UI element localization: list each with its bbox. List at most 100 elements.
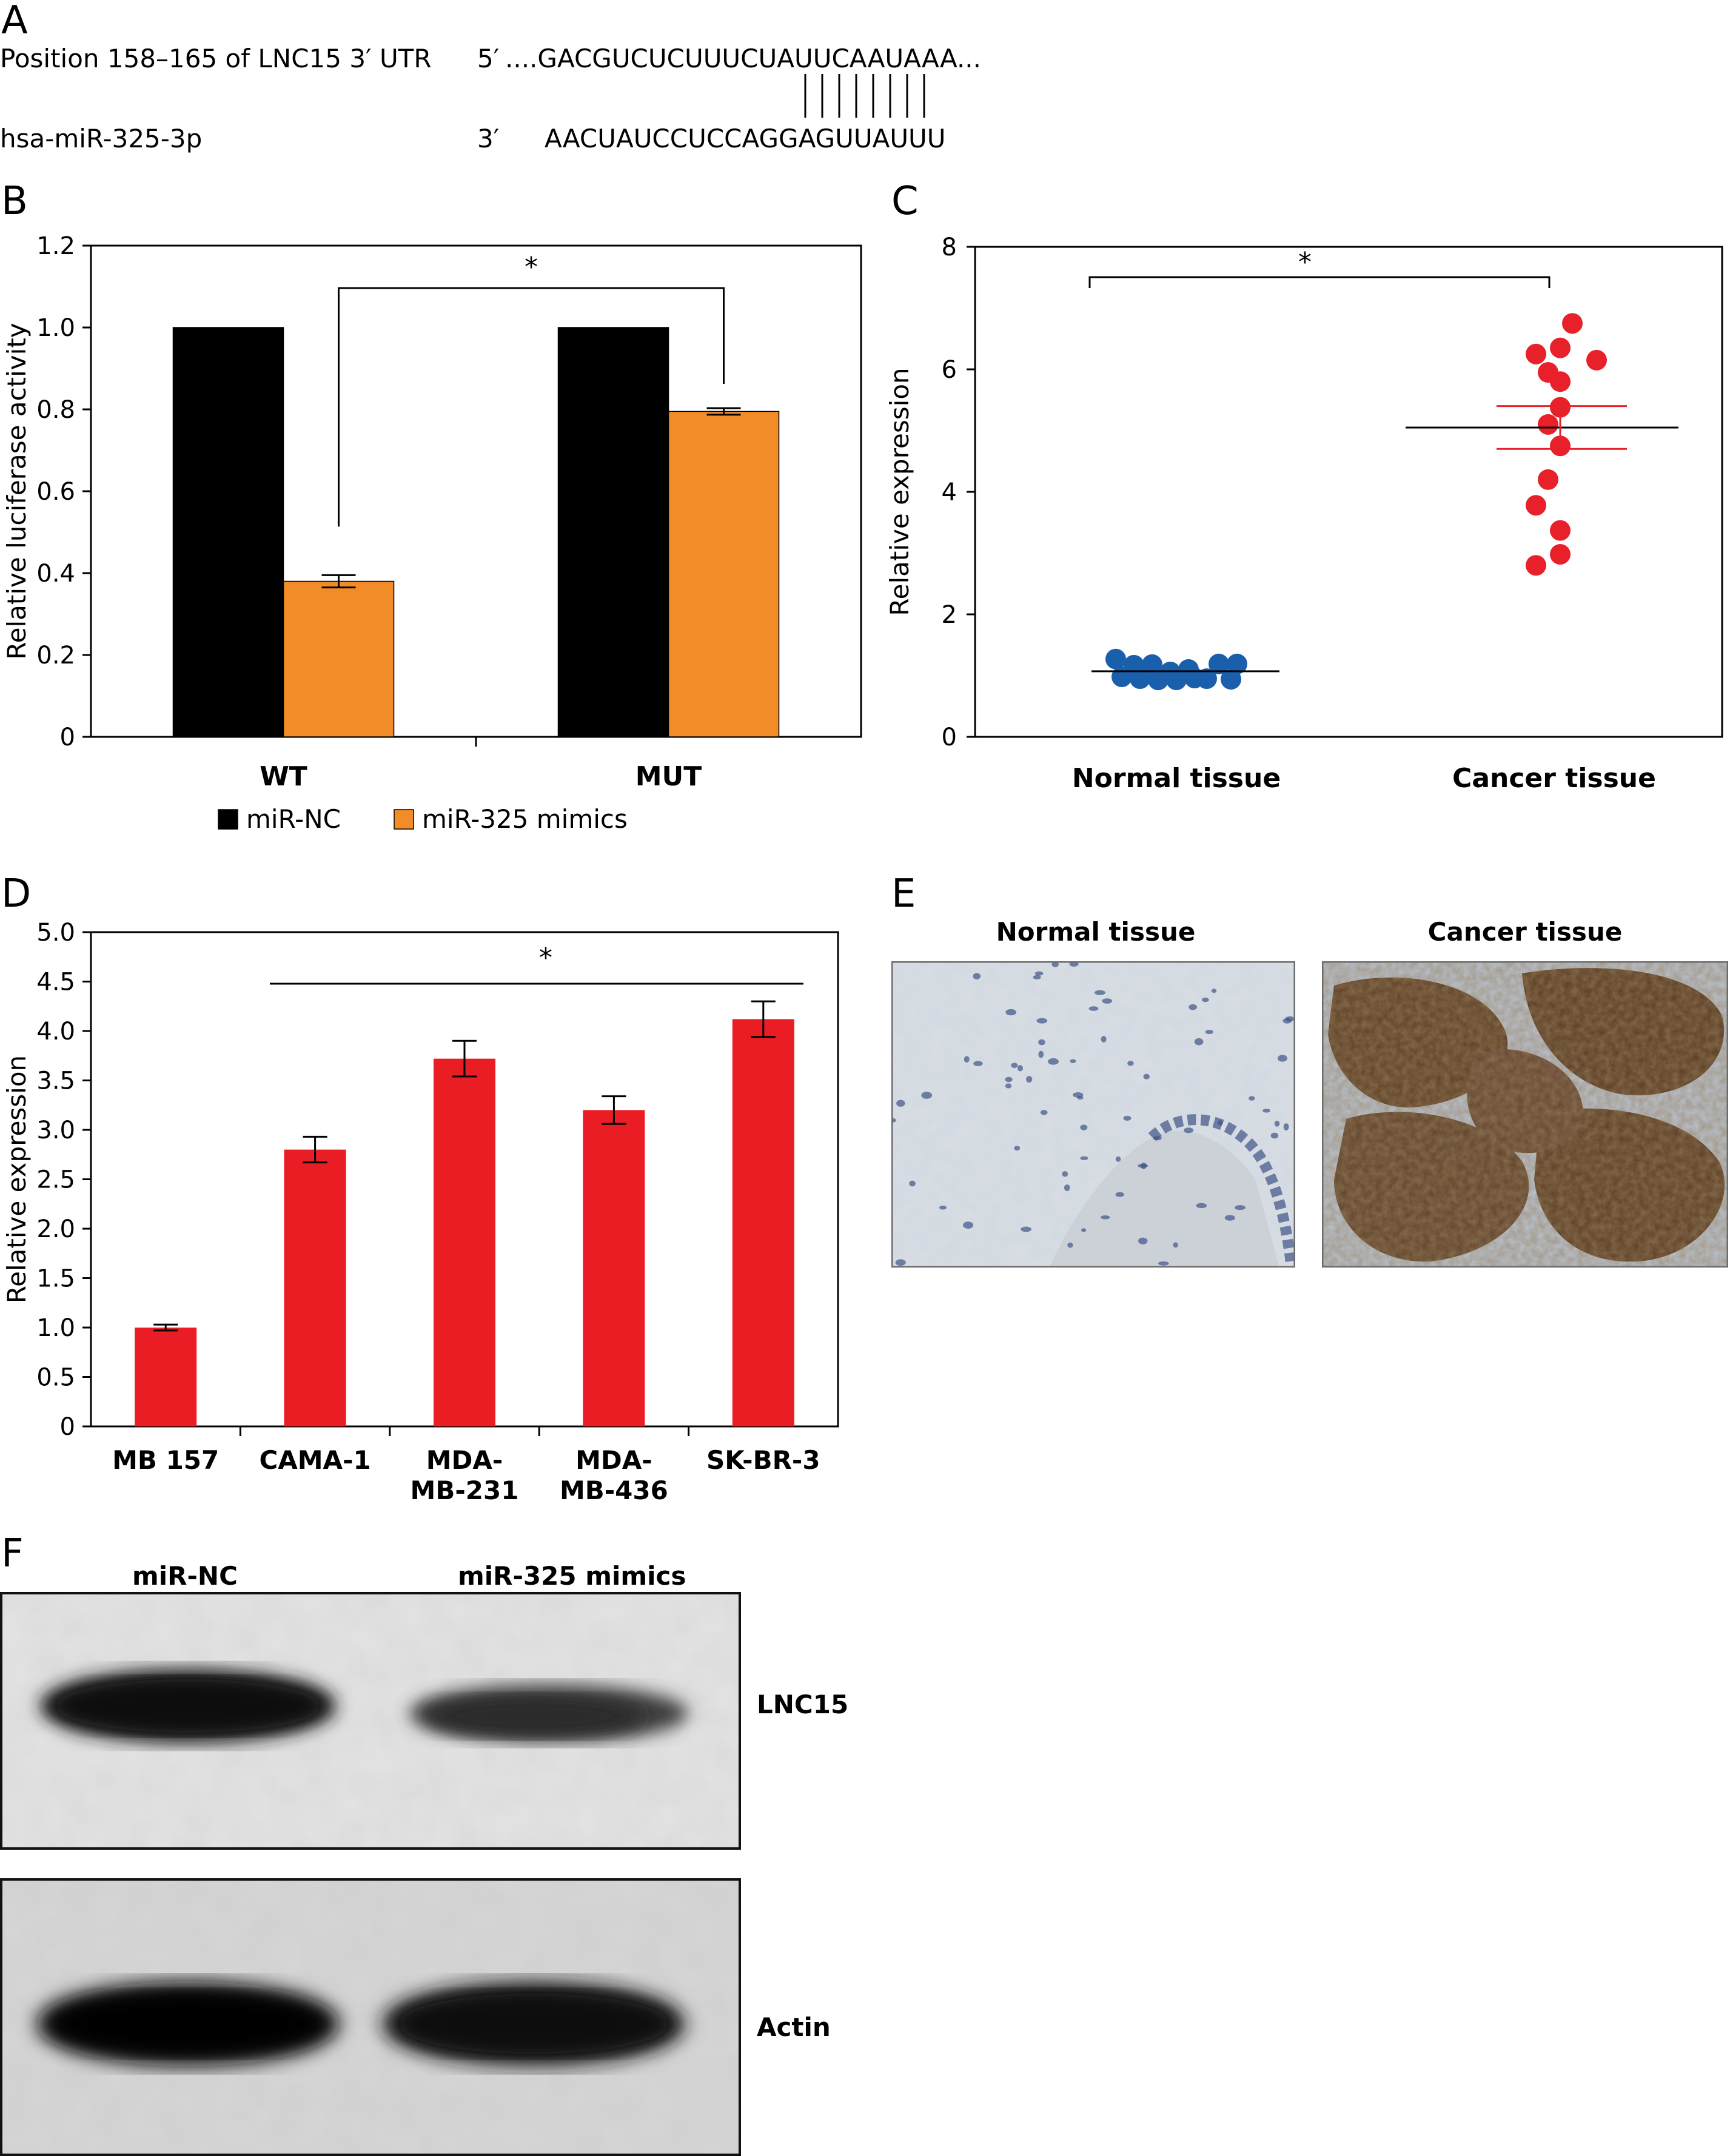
nucleus bbox=[1196, 1203, 1207, 1209]
chart-c-tissue-expression: 0 2 4 6 8 Normal tissue Cancer tissue * Relative… bbox=[885, 233, 1723, 794]
y-tick-label: 0 bbox=[60, 724, 75, 751]
nucleus bbox=[1202, 997, 1209, 1002]
bar bbox=[557, 327, 669, 737]
y-tick-label: 1.5 bbox=[36, 1265, 75, 1293]
nucleus bbox=[1115, 1192, 1124, 1197]
blot-lane-label-mir-325-mimics: miR-325 mimics bbox=[458, 1561, 686, 1591]
nucleus bbox=[1088, 1006, 1099, 1011]
x-category-label: CAMA-1 bbox=[259, 1445, 370, 1475]
nucleus bbox=[1224, 1215, 1235, 1221]
data-point bbox=[1538, 469, 1558, 490]
y-tick-label: 1.0 bbox=[36, 1314, 75, 1342]
y-tick-label: 0.2 bbox=[36, 642, 75, 670]
sequence-row2-label: hsa-miR-325-3p bbox=[0, 124, 203, 153]
nucleus bbox=[1274, 1120, 1280, 1127]
blot-lane-label-mir-nc: miR-NC bbox=[132, 1561, 238, 1591]
nucleus bbox=[909, 1180, 916, 1187]
nucleus bbox=[1011, 1063, 1018, 1069]
nucleus bbox=[1138, 1237, 1148, 1244]
legend-label: miR-325 mimics bbox=[422, 804, 628, 834]
western-blot-lnc15 bbox=[0, 1592, 741, 1850]
nucleus bbox=[1048, 1058, 1059, 1065]
legend-swatch bbox=[394, 809, 414, 830]
significance-marker: * bbox=[539, 942, 552, 973]
y-tick-label: 3.5 bbox=[36, 1067, 75, 1095]
nucleus bbox=[1070, 1059, 1076, 1063]
data-point bbox=[1562, 313, 1583, 334]
sequence-row1-label: Position 158–165 of LNC15 3′ UTR bbox=[0, 44, 432, 73]
nucleus bbox=[1095, 990, 1105, 995]
panel-letter-e: E bbox=[891, 871, 916, 916]
nucleus bbox=[939, 1205, 947, 1210]
sequence-row1-prime: 5′ bbox=[477, 44, 500, 73]
nucleus bbox=[1005, 1076, 1013, 1083]
chart-b-luciferase: 0 0.2 0.4 0.6 0.8 1.0 1.2 WT MUT * Relative lucife… bbox=[2, 232, 862, 834]
data-point bbox=[1526, 343, 1546, 364]
plot-frame bbox=[974, 246, 1723, 738]
nucleus bbox=[1262, 1109, 1270, 1113]
bar bbox=[583, 1110, 645, 1426]
data-point bbox=[1105, 648, 1126, 670]
data-point bbox=[1550, 337, 1571, 358]
y-tick-label: 0.6 bbox=[36, 478, 75, 506]
nucleus bbox=[1211, 989, 1217, 993]
nucleus bbox=[1021, 1226, 1031, 1232]
data-point bbox=[1130, 668, 1150, 690]
nucleus bbox=[1173, 1242, 1178, 1248]
y-tick-label: 2.0 bbox=[36, 1215, 75, 1243]
nucleus bbox=[1080, 1156, 1088, 1160]
significance-marker: * bbox=[1298, 247, 1312, 278]
y-tick-label: 1.2 bbox=[36, 232, 75, 260]
nucleus bbox=[1051, 961, 1059, 967]
bar bbox=[172, 327, 284, 737]
bar bbox=[732, 1019, 794, 1426]
nucleus bbox=[1194, 1038, 1204, 1046]
micrograph-normal-tissue bbox=[891, 961, 1295, 1268]
blot-band-label-actin: Actin bbox=[757, 2012, 831, 2042]
nucleus bbox=[1143, 1073, 1150, 1080]
nucleus bbox=[1036, 1018, 1048, 1024]
data-point bbox=[1550, 544, 1571, 565]
panel-letter-f: F bbox=[1, 1531, 24, 1576]
base-pairing-lines bbox=[804, 74, 925, 118]
y-tick-label: 1.0 bbox=[36, 314, 75, 342]
y-tick-label: 0.4 bbox=[36, 560, 75, 588]
panel-letter-d: D bbox=[1, 871, 32, 916]
nucleus bbox=[895, 1259, 906, 1266]
significance-marker: * bbox=[525, 252, 538, 283]
nucleus bbox=[1101, 1215, 1110, 1220]
x-category-label: WT bbox=[260, 761, 307, 792]
nucleus bbox=[1189, 1004, 1198, 1010]
y-tick-label: 0 bbox=[60, 1413, 75, 1441]
nucleus bbox=[1278, 1055, 1287, 1062]
data-point bbox=[1526, 495, 1546, 516]
nucleus bbox=[1062, 1171, 1068, 1177]
nucleus bbox=[1040, 1110, 1048, 1115]
nucleus bbox=[1073, 1092, 1084, 1098]
nucleus bbox=[1217, 1120, 1223, 1126]
y-axis-label: Relative expression bbox=[2, 1055, 32, 1303]
bar bbox=[668, 411, 780, 737]
y-tick-label: 0.8 bbox=[36, 396, 75, 424]
sequence-row2-prime: 3′ bbox=[477, 124, 500, 153]
nucleus bbox=[1005, 1009, 1016, 1016]
y-axis-label: Relative expression bbox=[885, 368, 914, 616]
y-tick-label: 6 bbox=[942, 356, 957, 384]
nucleus bbox=[1038, 1050, 1044, 1058]
panel-letter-c: C bbox=[891, 179, 919, 224]
y-tick-label: 8 bbox=[942, 233, 957, 261]
nucleus bbox=[921, 1092, 933, 1099]
sequence-row2: AACUAUCCUCCAGGAGUUAUUU bbox=[545, 124, 946, 153]
significance-bracket bbox=[1088, 276, 1551, 288]
bar bbox=[135, 1328, 197, 1426]
chart-d-cell-line-expression: 0 0.5 1.0 1.5 2.0 2.5 3.0 3.5 4.0 4.5 5.0 MB 157 CAM… bbox=[2, 919, 839, 1505]
x-category-label: MDA-MB-231 bbox=[411, 1445, 519, 1505]
y-tick-label: 4.5 bbox=[36, 969, 75, 996]
x-category-label: MB 157 bbox=[112, 1445, 219, 1475]
nucleus bbox=[1115, 1156, 1121, 1162]
y-tick-label: 0.5 bbox=[36, 1364, 75, 1392]
data-point bbox=[1538, 414, 1558, 435]
nucleus bbox=[1017, 1065, 1024, 1072]
y-tick-label: 2 bbox=[942, 601, 957, 629]
x-category-label: SK-BR-3 bbox=[706, 1445, 820, 1475]
